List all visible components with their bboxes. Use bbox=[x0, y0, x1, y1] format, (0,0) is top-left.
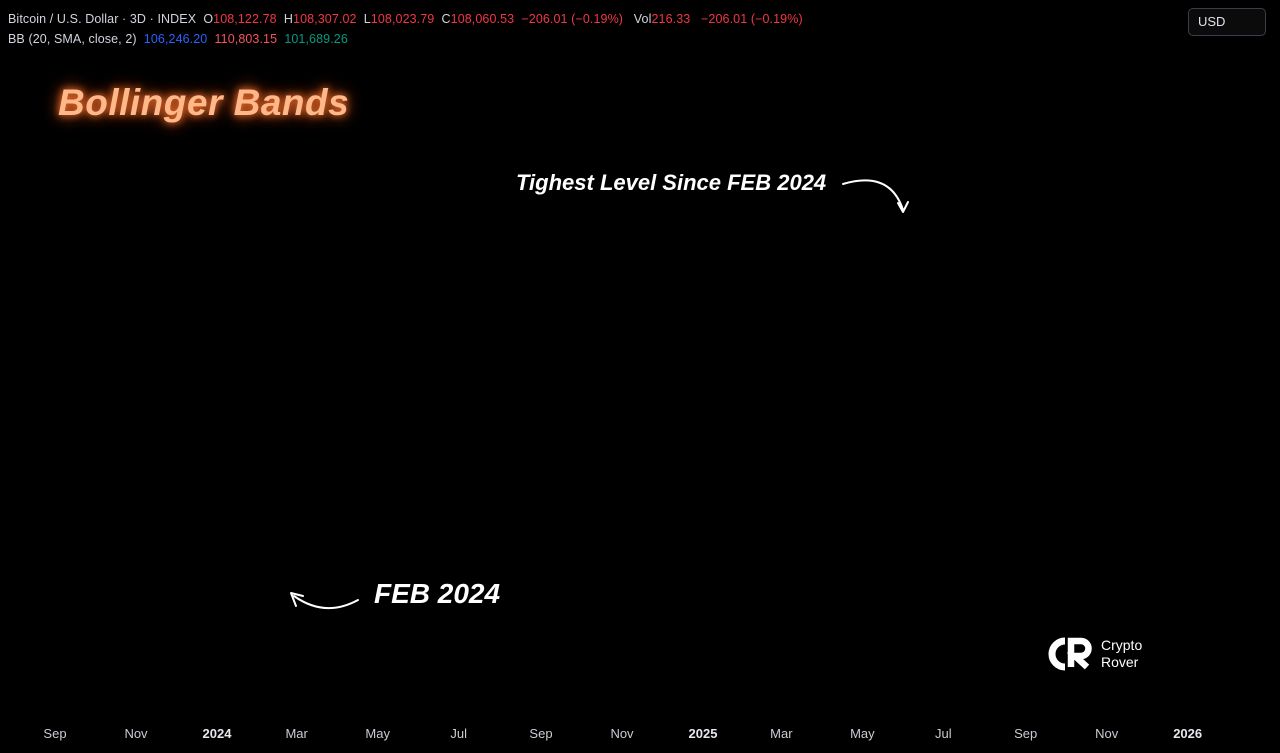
brand-watermark: Crypto Rover bbox=[1045, 636, 1142, 677]
volume-change: −206.01 (−0.19%) bbox=[701, 12, 803, 26]
annotation-bottom: FEB 2024 bbox=[374, 578, 501, 609]
bb-basis-value: 106,246.20 bbox=[143, 32, 208, 46]
open-label: O bbox=[203, 12, 214, 26]
volume-label: Vol bbox=[633, 12, 652, 26]
x-tick-label: May bbox=[365, 726, 390, 741]
bb-settings: BB (20, SMA, close, 2) bbox=[8, 32, 137, 46]
low-value: 108,023.79 bbox=[370, 12, 435, 26]
x-tick-label: Sep bbox=[43, 726, 66, 741]
x-tick-label: Jul bbox=[935, 726, 952, 741]
symbol-legend: Bitcoin / U.S. Dollar · 3D · INDEX O108,… bbox=[8, 12, 803, 26]
high-label: H bbox=[283, 12, 294, 26]
x-tick-label: Jul bbox=[450, 726, 467, 741]
x-tick-label: Sep bbox=[1014, 726, 1037, 741]
x-tick-label: Sep bbox=[529, 726, 552, 741]
close-value: 108,060.53 bbox=[450, 12, 515, 26]
high-value: 108,307.02 bbox=[293, 12, 357, 26]
currency-button[interactable]: USD bbox=[1188, 8, 1266, 36]
arrow-bottom-head-icon bbox=[290, 592, 304, 607]
arrow-top-icon bbox=[842, 179, 904, 211]
open-value: 108,122.78 bbox=[213, 12, 277, 26]
x-tick-label: Nov bbox=[124, 726, 148, 741]
arrow-top-head-icon bbox=[897, 201, 909, 213]
crypto-rover-logo-icon bbox=[1048, 637, 1092, 671]
time-axis[interactable]: Sep Nov 2024 Mar May Jul Sep Nov 2025 Mar May Jul Se… bbox=[43, 726, 1202, 741]
x-tick-label: May bbox=[850, 726, 875, 741]
low-label: L bbox=[363, 12, 371, 26]
arrow-bottom-icon bbox=[293, 595, 359, 610]
x-tick-label: Mar bbox=[285, 726, 308, 741]
bb-lower-value: 101,689.26 bbox=[284, 32, 348, 46]
x-tick-label: Nov bbox=[1095, 726, 1119, 741]
annotation-arrows bbox=[290, 179, 909, 610]
x-tick-label: 2026 bbox=[1173, 726, 1202, 741]
bb-upper-value: 110,803.15 bbox=[214, 32, 278, 46]
close-label: C bbox=[441, 12, 451, 26]
bollinger-legend[interactable]: BB (20, SMA, close, 2) 106,246.20 110,80… bbox=[8, 32, 348, 46]
x-tick-label: Nov bbox=[610, 726, 634, 741]
symbol-name: Bitcoin / U.S. Dollar · 3D · INDEX bbox=[8, 12, 197, 26]
x-tick-label: 2024 bbox=[203, 726, 233, 741]
overlay-title: Bollinger Bands bbox=[58, 82, 350, 123]
brand-line-2: Rover bbox=[1101, 654, 1139, 670]
price-change: −206.01 (−0.19%) bbox=[521, 12, 624, 26]
brand-line-1: Crypto bbox=[1101, 637, 1143, 653]
x-tick-label: 2025 bbox=[689, 726, 718, 741]
annotation-top: Tighest Level Since FEB 2024 bbox=[516, 170, 827, 195]
x-tick-label: Mar bbox=[770, 726, 793, 741]
volume-value: 216.33 bbox=[651, 12, 691, 26]
